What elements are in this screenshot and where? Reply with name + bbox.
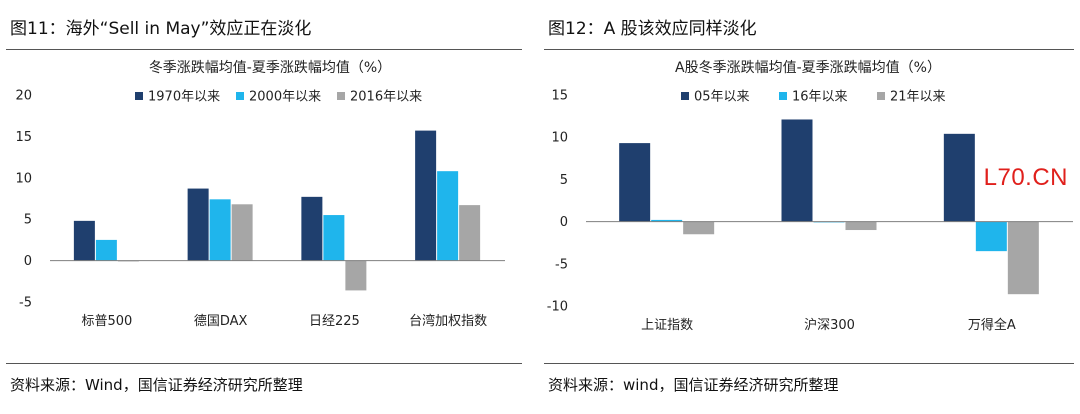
legend-swatch-1 bbox=[135, 92, 143, 100]
legend-label-2: 2000年以来 bbox=[249, 90, 321, 105]
legend-swatch-2 bbox=[779, 92, 787, 100]
legend-label-1: 05年以来 bbox=[694, 90, 750, 105]
legend-swatch-1 bbox=[681, 92, 689, 100]
bar-1-1 bbox=[619, 143, 651, 222]
y-tick-label: -5 bbox=[19, 296, 32, 311]
y-tick-label: -10 bbox=[547, 300, 568, 315]
x-category-label: 上证指数 bbox=[641, 318, 693, 333]
bar-chart-a-share: A股冬季涨跌幅均值-夏季涨跌幅均值（%） 05年以来 16年以来 21年以来 -10 -5… bbox=[547, 60, 1073, 333]
top-rule bbox=[6, 49, 522, 50]
x-category-label: 德国DAX bbox=[194, 314, 248, 329]
bar-3-2 bbox=[231, 204, 253, 261]
top-rule bbox=[544, 49, 1074, 50]
bar-1-3 bbox=[301, 196, 323, 261]
legend-label-3: 2016年以来 bbox=[350, 90, 422, 105]
bar-1-1 bbox=[73, 220, 95, 261]
legend-swatch-3 bbox=[337, 92, 345, 100]
legend-label-1: 1970年以来 bbox=[148, 90, 220, 105]
bar-3-3 bbox=[1007, 221, 1039, 295]
x-category-label: 日经225 bbox=[309, 314, 360, 329]
figure-12-panel: 图12：A 股该效应同样淡化 A股冬季涨跌幅均值-夏季涨跌幅均值（%） 05年以来… bbox=[538, 0, 1080, 414]
watermark: L70.CN bbox=[983, 164, 1068, 191]
x-category-label: 台湾加权指数 bbox=[409, 313, 487, 329]
y-tick-label: 0 bbox=[24, 254, 32, 269]
x-category-label: 沪深300 bbox=[804, 317, 855, 333]
bar-2-1 bbox=[651, 219, 683, 222]
y-tick-label: 10 bbox=[551, 131, 568, 146]
bar-2-1 bbox=[95, 239, 117, 261]
figure-11-panel: 图11：海外“Sell in May”效应正在淡化 冬季涨跌幅均值-夏季涨跌幅均… bbox=[0, 0, 528, 414]
chart-title: 冬季涨跌幅均值-夏季涨跌幅均值（%） bbox=[149, 60, 391, 76]
bar-2-3 bbox=[975, 221, 1007, 252]
source-note: 资料来源：wind，国信证券经济研究所整理 bbox=[548, 376, 839, 394]
bar-1-4 bbox=[415, 130, 437, 261]
y-tick-label: 5 bbox=[24, 213, 32, 228]
bar-1-2 bbox=[781, 119, 813, 222]
y-tick-label: 15 bbox=[551, 89, 568, 104]
figure-title: 图11：海外“Sell in May”效应正在淡化 bbox=[10, 19, 312, 39]
bar-3-1 bbox=[683, 221, 715, 235]
bottom-rule bbox=[6, 363, 522, 364]
bar-2-2 bbox=[209, 199, 231, 261]
figure-title: 图12：A 股该效应同样淡化 bbox=[548, 19, 757, 39]
bar-3-3 bbox=[345, 260, 367, 291]
y-tick-label: 20 bbox=[15, 89, 32, 104]
bar-chart-sell-in-may: 冬季涨跌幅均值-夏季涨跌幅均值（%） 1970年以来 2000年以来 2016年以来 -… bbox=[15, 60, 505, 329]
bar-1-2 bbox=[187, 188, 209, 261]
bar-2-4 bbox=[437, 171, 459, 261]
y-tick-label: 15 bbox=[15, 130, 32, 145]
bar-3-4 bbox=[459, 205, 481, 261]
legend-label-3: 21年以来 bbox=[890, 90, 946, 105]
y-tick-label: -5 bbox=[555, 257, 568, 272]
legend-label-2: 16年以来 bbox=[792, 90, 848, 105]
x-category-label: 标普500 bbox=[81, 314, 132, 329]
x-category-label: 万得全A bbox=[968, 317, 1016, 333]
legend-swatch-2 bbox=[236, 92, 244, 100]
bar-1-3 bbox=[943, 133, 975, 222]
y-tick-label: 5 bbox=[560, 173, 568, 188]
bar-2-3 bbox=[323, 215, 345, 261]
legend-swatch-3 bbox=[877, 92, 885, 100]
bottom-rule bbox=[544, 363, 1074, 364]
source-note: 资料来源：Wind，国信证券经济研究所整理 bbox=[10, 376, 303, 394]
chart-title: A股冬季涨跌幅均值-夏季涨跌幅均值（%） bbox=[675, 60, 941, 76]
y-tick-label: 10 bbox=[15, 171, 32, 186]
bar-3-2 bbox=[845, 221, 877, 231]
y-tick-label: 0 bbox=[560, 215, 568, 230]
